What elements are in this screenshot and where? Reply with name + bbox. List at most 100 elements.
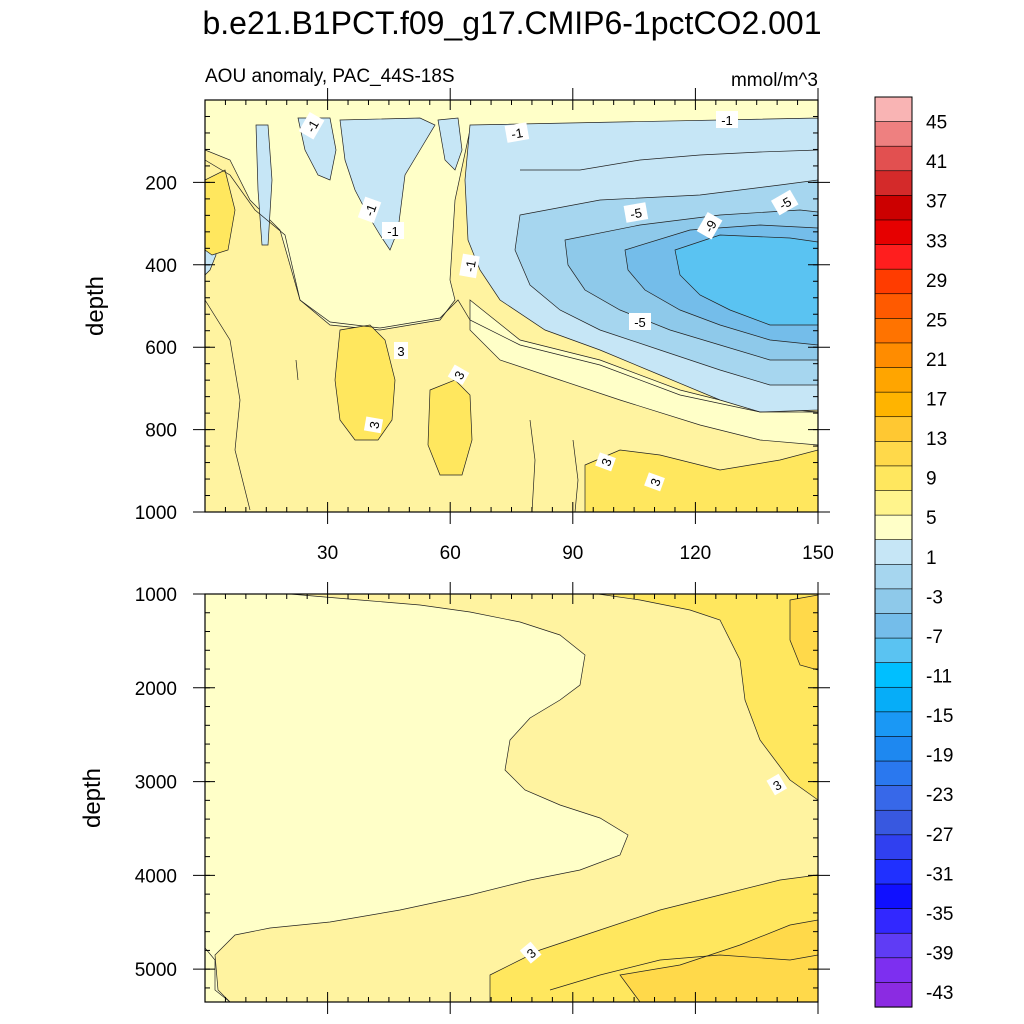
svg-text:-1: -1 (462, 259, 479, 273)
x-tick-label: 150 (802, 543, 834, 564)
colorbar-swatch (874, 416, 913, 442)
colorbar-tick-label: -11 (926, 667, 952, 688)
svg-text:3: 3 (598, 456, 615, 468)
contour-label: -5 (770, 189, 799, 216)
lower-axes: 1000 2000 3000 4000 5000 (135, 582, 830, 1014)
upper-light-yellow-region (469, 299, 818, 446)
lower-yellow-region (789, 594, 818, 671)
x-tick-label: 90 (562, 543, 583, 564)
colorbar-tick-label: 25 (926, 310, 947, 331)
contour-label: -9 (696, 211, 723, 240)
contour-label: -1 (716, 111, 738, 128)
lower-yellow-region (597, 594, 818, 801)
contour-label: -1 (504, 122, 530, 143)
colorbar-swatch (874, 957, 913, 984)
upper-blue-region (339, 117, 436, 251)
lower-contour-line (205, 947, 231, 1002)
y-tick-label: 2000 (135, 679, 177, 700)
y-tick-label: 4000 (135, 866, 177, 887)
contour-label: -1 (298, 111, 325, 140)
colorbar-frame (874, 96, 913, 1008)
lower-yellow-region (619, 919, 818, 1002)
svg-text:3: 3 (397, 344, 404, 359)
y-tick-label: 200 (145, 173, 177, 194)
colorbar-swatch (874, 785, 913, 811)
colorbar-swatch (874, 342, 913, 369)
y-tick-label: 400 (145, 256, 177, 277)
colorbar-swatch (874, 244, 913, 270)
colorbar-tick-label: -35 (926, 904, 953, 925)
colorbar-swatch (874, 859, 913, 885)
lower-contour-line (549, 954, 818, 991)
x-tick-label: 120 (680, 543, 712, 564)
colorbar-swatch (874, 391, 913, 418)
colorbar-swatch (874, 834, 913, 861)
colorbar-tick-label: -15 (926, 706, 953, 727)
contour-label: 3 (363, 416, 384, 434)
colorbar-swatch (874, 145, 913, 172)
colorbar-swatch (874, 268, 913, 295)
upper-contour-line (520, 149, 818, 171)
colorbar-swatch (874, 121, 913, 147)
colorbar-tick-label: -39 (926, 943, 953, 964)
colorbar-swatch (874, 932, 913, 959)
svg-text:-5: -5 (629, 205, 643, 222)
colorbar-tick-label: 33 (926, 231, 947, 252)
contour-labels: -1 -1 -1 -1 -1 -1 -5 -5 -5 -9 3 3 3 3 3 3 3 (298, 111, 799, 964)
contour-label: -1 (459, 253, 480, 279)
colorbar-swatch (874, 465, 913, 492)
svg-text:3: 3 (647, 476, 664, 488)
upper-yellow-patch (427, 379, 473, 476)
colorbar-swatch (874, 908, 913, 934)
y-tick-label: 1000 (135, 585, 177, 606)
contour-label: -1 (382, 222, 404, 239)
colorbar-tick-label: 21 (926, 350, 947, 371)
lower-panel-field (205, 594, 818, 1002)
upper-contour-line (572, 439, 579, 512)
svg-text:3: 3 (366, 420, 382, 430)
colorbar-swatch (874, 367, 913, 393)
colorbar-swatch (874, 514, 913, 541)
colorbar-tick-label: -19 (926, 746, 953, 767)
colorbar-tick-label: 45 (926, 113, 947, 134)
colorbar-tick-label: 5 (926, 508, 937, 529)
colorbar-tick-label: -43 (926, 983, 953, 1004)
colorbar-tick-label: -3 (926, 587, 943, 608)
colorbar-swatch (874, 539, 913, 565)
colorbar-swatch (874, 760, 913, 787)
colorbar-swatch (874, 219, 913, 246)
colorbar-tick-label: 17 (926, 390, 947, 411)
colorbar-tick-label: -31 (926, 864, 953, 885)
colorbar-swatch (874, 637, 913, 664)
colorbar-swatch (874, 662, 913, 688)
upper-yellow-patch (205, 169, 236, 256)
colorbar-tick-label: -7 (926, 627, 943, 648)
y-tick-label: 1000 (135, 503, 177, 524)
contour-label: 3 (447, 364, 470, 386)
colorbar-swatch (874, 686, 913, 713)
colorbar-tick-label: 41 (926, 152, 947, 173)
upper-panel-field (205, 100, 818, 512)
upper-blue-region (255, 124, 273, 246)
svg-text:-5: -5 (634, 315, 646, 330)
colorbar-tick-label: 9 (926, 469, 937, 490)
colorbar-tick-label: -23 (926, 785, 953, 806)
svg-text:-1: -1 (361, 202, 379, 218)
colorbar-swatch (874, 809, 913, 836)
contour-label: -5 (623, 202, 649, 223)
svg-text:-1: -1 (387, 224, 399, 239)
x-tick-label: 60 (440, 543, 461, 564)
colorbar-swatch (874, 613, 913, 639)
upper-contour-line (529, 419, 536, 512)
colorbar-tick-label: 29 (926, 271, 947, 292)
colorbar-swatch (874, 711, 913, 738)
colorbar: 45 41 37 33 29 25 21 17 13 9 5 1 -3 -7 -11 -15 -19 -23 -27… (874, 96, 953, 1008)
colorbar-swatch (874, 588, 913, 615)
y-axis-label-upper: depth (82, 276, 109, 336)
colorbar-tick-label: 13 (926, 429, 947, 450)
colorbar-swatch (874, 490, 913, 516)
y-tick-label: 3000 (135, 773, 177, 794)
colorbar-swatch (874, 883, 913, 910)
contour-label: 3 (766, 773, 788, 796)
